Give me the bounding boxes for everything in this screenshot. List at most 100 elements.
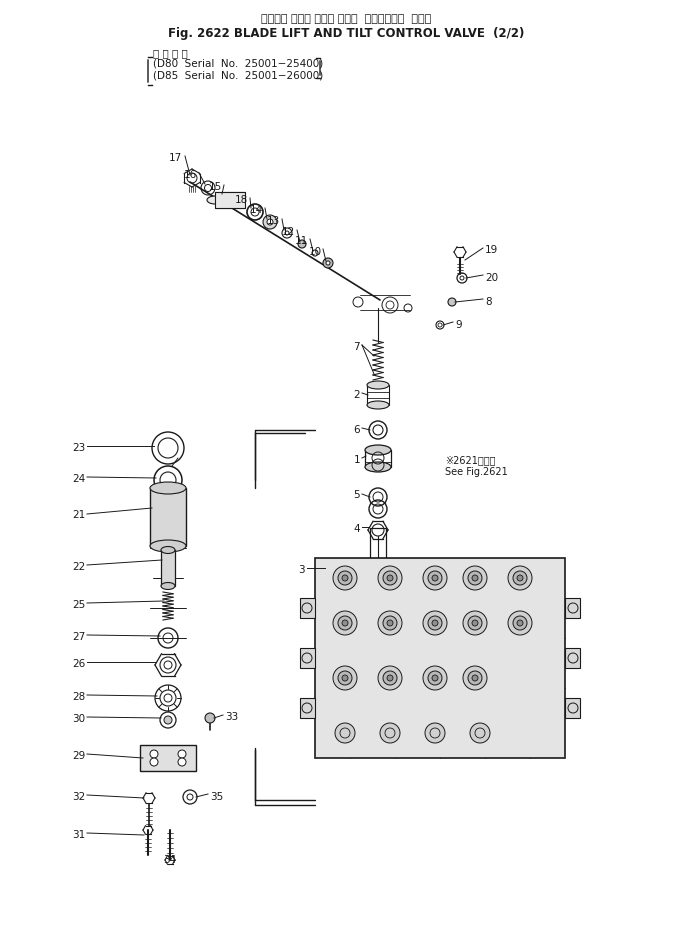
Text: 11: 11	[295, 236, 308, 246]
Circle shape	[326, 261, 330, 265]
Circle shape	[263, 215, 277, 229]
Circle shape	[425, 723, 445, 743]
Bar	[300, 698, 315, 718]
Circle shape	[468, 616, 482, 630]
Circle shape	[517, 620, 523, 626]
Circle shape	[463, 611, 487, 635]
Circle shape	[508, 611, 532, 635]
Text: 21: 21	[72, 510, 85, 520]
Circle shape	[448, 298, 456, 306]
Text: 適 用 号 機: 適 用 号 機	[153, 48, 188, 58]
Text: 27: 27	[72, 632, 85, 642]
Text: 9: 9	[455, 320, 462, 330]
Circle shape	[470, 723, 490, 743]
Bar	[140, 745, 196, 771]
Circle shape	[428, 616, 442, 630]
Ellipse shape	[222, 196, 238, 204]
Circle shape	[335, 723, 355, 743]
Text: 10: 10	[309, 247, 322, 257]
Bar	[161, 550, 175, 586]
Circle shape	[423, 566, 447, 590]
Circle shape	[508, 566, 532, 590]
Text: 28: 28	[72, 692, 85, 702]
Circle shape	[428, 671, 442, 685]
Circle shape	[468, 671, 482, 685]
Text: 2: 2	[353, 390, 360, 400]
Text: 15: 15	[209, 182, 222, 192]
Text: 22: 22	[72, 562, 85, 572]
Text: 17: 17	[169, 153, 182, 163]
Circle shape	[517, 575, 523, 581]
Circle shape	[423, 666, 447, 690]
Polygon shape	[348, 614, 430, 654]
Text: ブレード リフト および チルト  コントロール  バルブ: ブレード リフト および チルト コントロール バルブ	[261, 14, 431, 24]
Circle shape	[472, 575, 478, 581]
Text: 32: 32	[72, 792, 85, 802]
Circle shape	[353, 297, 363, 307]
Text: 33: 33	[225, 712, 238, 722]
Ellipse shape	[367, 381, 389, 389]
Text: 19: 19	[485, 245, 498, 255]
Circle shape	[468, 571, 482, 585]
Circle shape	[342, 575, 348, 581]
Text: See Fig.2621: See Fig.2621	[445, 467, 508, 477]
Text: 4: 4	[353, 524, 360, 534]
Text: 14: 14	[249, 205, 263, 215]
Circle shape	[378, 666, 402, 690]
Circle shape	[178, 750, 186, 758]
Circle shape	[383, 571, 397, 585]
Circle shape	[378, 566, 402, 590]
Circle shape	[513, 571, 527, 585]
Circle shape	[333, 611, 357, 635]
Ellipse shape	[161, 582, 175, 590]
Ellipse shape	[365, 445, 391, 455]
Text: (D80  Serial  No.  25001−25400): (D80 Serial No. 25001−25400)	[153, 58, 323, 68]
Text: 1: 1	[353, 455, 360, 465]
Ellipse shape	[150, 540, 186, 552]
Text: 30: 30	[72, 714, 85, 724]
Bar	[315, 558, 565, 758]
Circle shape	[333, 566, 357, 590]
Text: 25: 25	[72, 600, 85, 610]
Text: 3: 3	[299, 565, 305, 575]
Text: 34: 34	[164, 855, 177, 865]
Circle shape	[387, 620, 393, 626]
Text: Fig. 2622 BLADE LIFT AND TILT CONTROL VALVE  (2/2): Fig. 2622 BLADE LIFT AND TILT CONTROL VA…	[168, 27, 524, 40]
Bar	[150, 488, 186, 546]
Ellipse shape	[367, 401, 389, 409]
Text: 18: 18	[235, 195, 248, 205]
Text: 13: 13	[267, 216, 280, 226]
Circle shape	[472, 675, 478, 681]
Text: 12: 12	[282, 227, 295, 237]
Circle shape	[463, 566, 487, 590]
Circle shape	[342, 675, 348, 681]
Circle shape	[333, 666, 357, 690]
Circle shape	[383, 616, 397, 630]
Circle shape	[338, 571, 352, 585]
Text: 29: 29	[72, 751, 85, 761]
Circle shape	[298, 240, 306, 248]
Circle shape	[432, 620, 438, 626]
Text: 7: 7	[353, 342, 360, 352]
Text: 8: 8	[485, 297, 491, 307]
Ellipse shape	[150, 482, 186, 494]
Circle shape	[338, 671, 352, 685]
Text: ※2621参照図: ※2621参照図	[445, 455, 495, 465]
Circle shape	[463, 666, 487, 690]
Text: (D85  Serial  No.  25001−26000): (D85 Serial No. 25001−26000)	[153, 70, 323, 80]
Bar	[565, 698, 580, 718]
Ellipse shape	[207, 196, 223, 204]
Bar	[300, 648, 315, 668]
Circle shape	[383, 671, 397, 685]
Circle shape	[387, 575, 393, 581]
Circle shape	[513, 616, 527, 630]
Text: 35: 35	[210, 792, 223, 802]
Text: 24: 24	[72, 474, 85, 484]
Circle shape	[164, 716, 172, 724]
Circle shape	[432, 675, 438, 681]
Bar	[215, 192, 245, 208]
Circle shape	[338, 616, 352, 630]
Circle shape	[378, 611, 402, 635]
Circle shape	[323, 258, 333, 268]
Circle shape	[380, 723, 400, 743]
